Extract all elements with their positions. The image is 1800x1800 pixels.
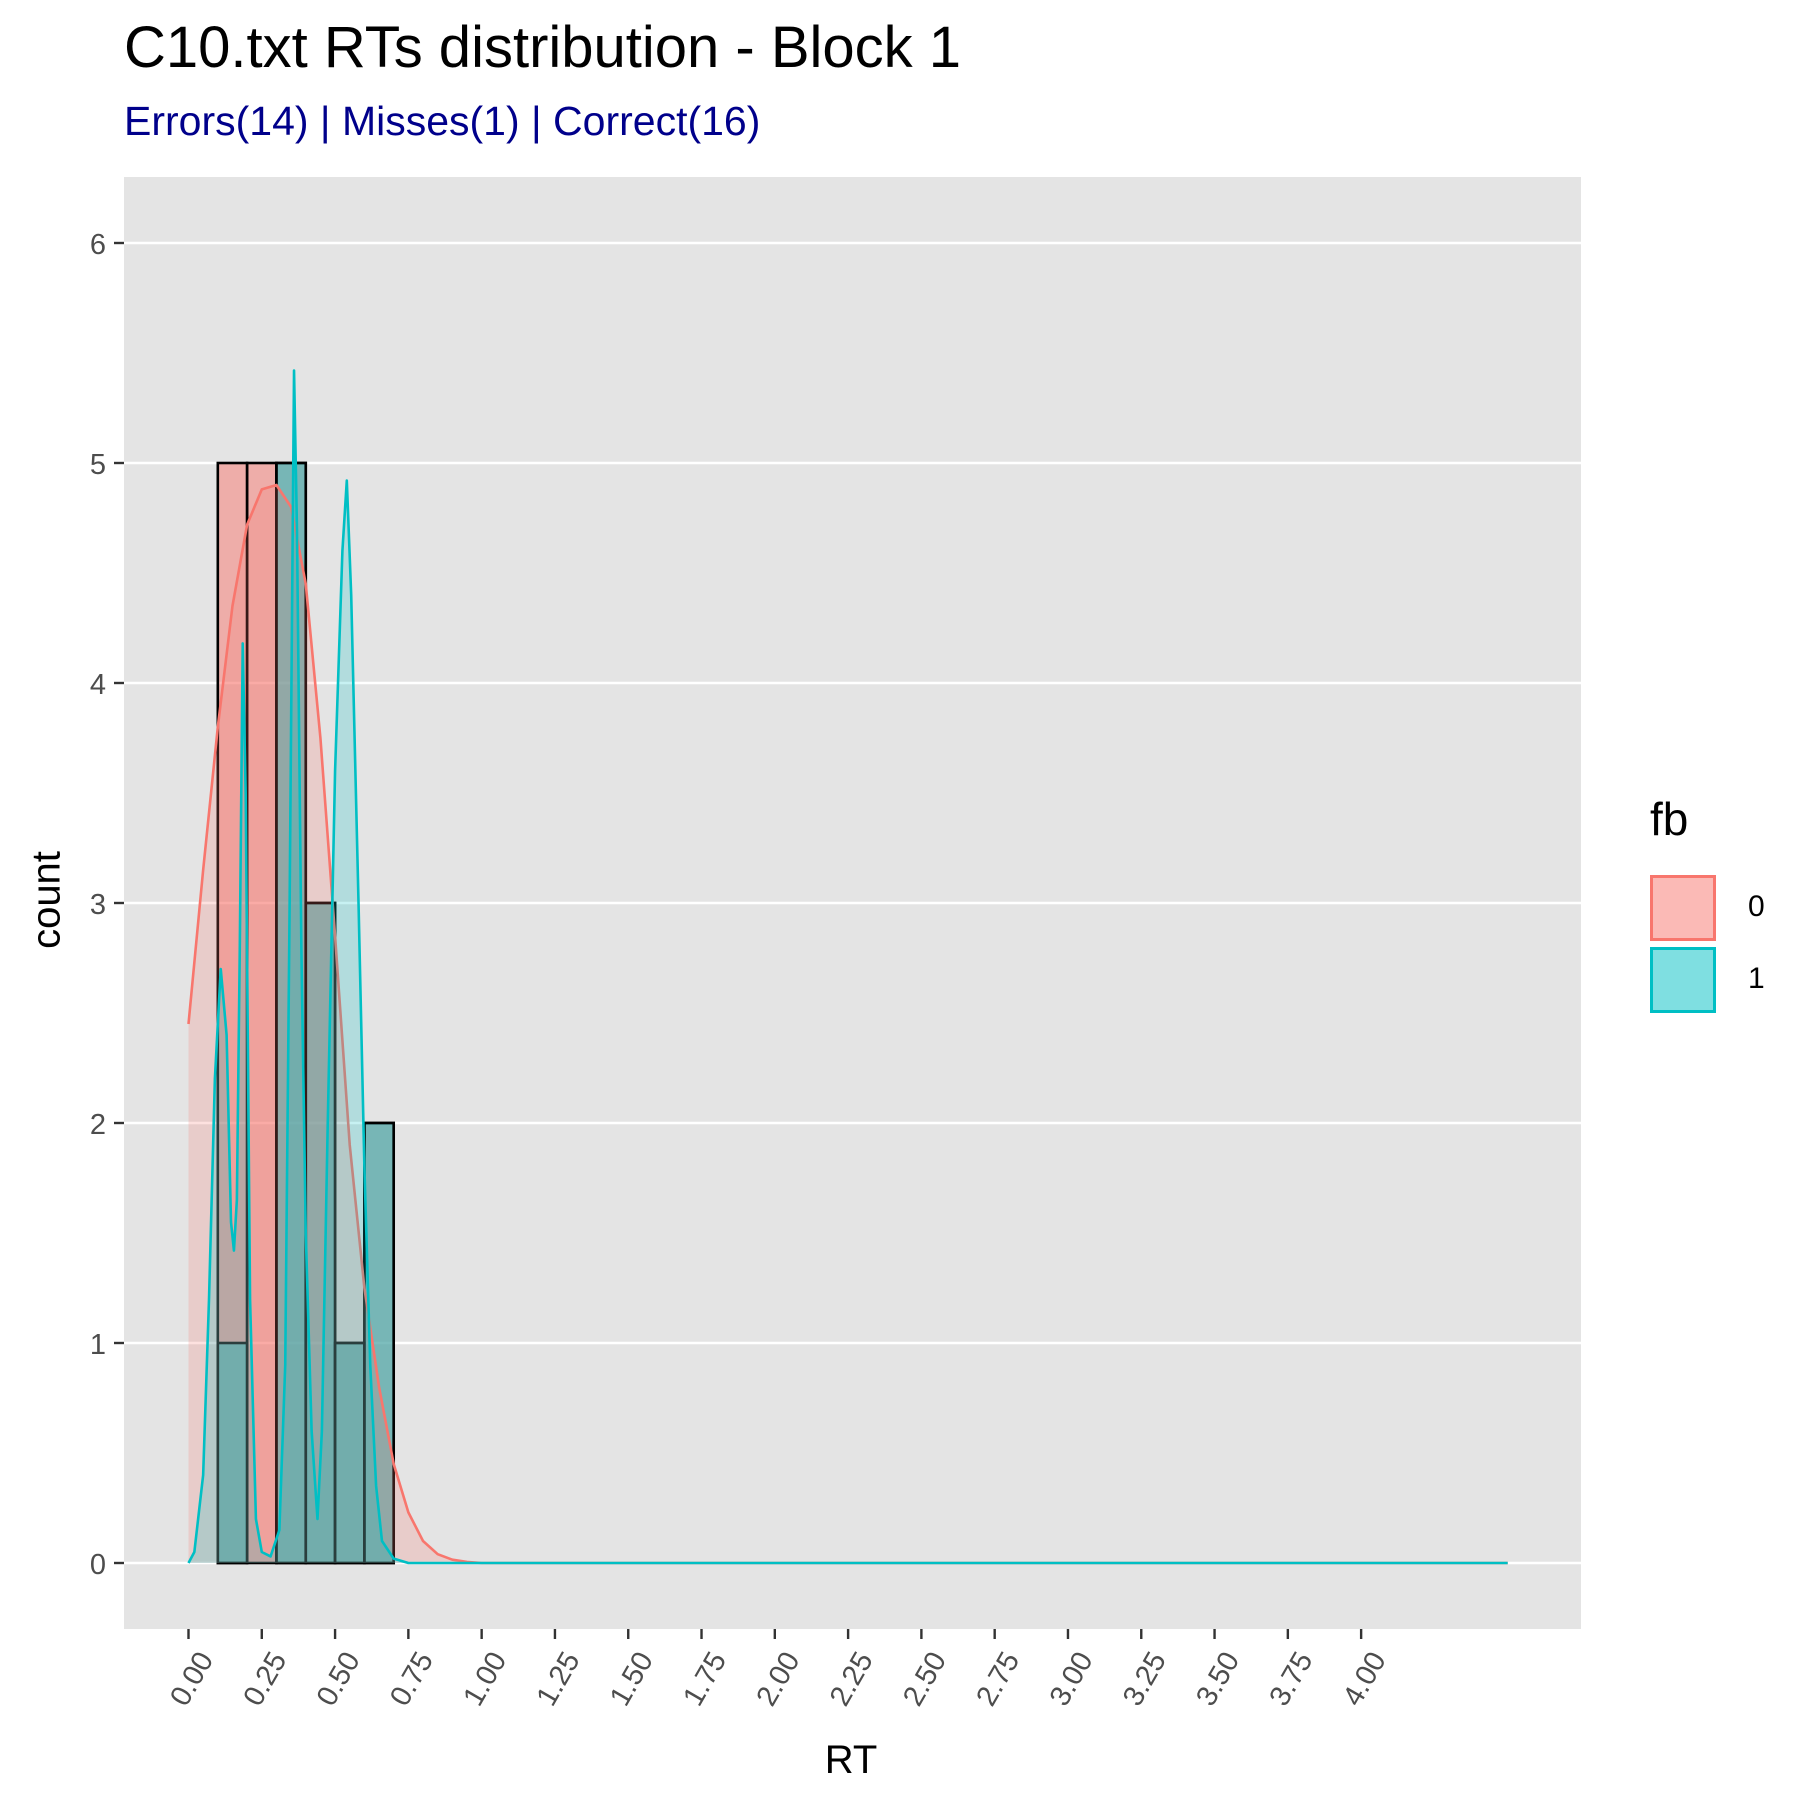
y-axis-label: count [24,851,69,949]
x-axis: 0.00 0.25 0.50 0.75 1.00 1.25 1.50 1.75 2.00 2.25… [164,1629,1393,1712]
x-axis-label: RT [824,1738,878,1782]
legend-label-1: 1 [1748,962,1765,995]
density-line [187,483,1508,1565]
y-tick-label: 0 [90,1549,106,1581]
y-tick-label: 4 [90,669,106,701]
x-tick-label: 2.75 [970,1647,1026,1712]
histogram-bar [333,1341,366,1565]
x-tick-label: 3.50 [1190,1647,1246,1712]
x-tick-label: 3.25 [1117,1647,1173,1712]
legend-swatch-0 [1650,875,1716,941]
x-tick-label: 4.00 [1337,1647,1393,1712]
legend-key-0 [1650,875,1716,941]
x-tick-label: 3.00 [1044,1647,1100,1712]
density-curve-fb-1 [187,369,1508,1565]
x-tick-label: 2.50 [897,1647,953,1712]
histogram-bar [216,1341,249,1565]
legend-key-1 [1650,947,1716,1013]
legend-label-0: 0 [1748,890,1765,923]
x-tick-label: 1.75 [677,1647,733,1712]
y-tick-label: 3 [90,889,106,921]
histogram-bar [275,461,308,1565]
x-tick-label: 1.25 [531,1647,587,1712]
y-tick-label: 1 [90,1329,106,1361]
x-tick-label: 0.75 [384,1647,440,1712]
x-tick-label: 3.75 [1264,1647,1320,1712]
legend-swatch-1 [1650,947,1716,1013]
chart-subtitle: Errors(14) | Misses(1) | Correct(16) [124,98,761,144]
y-tick-label: 2 [90,1109,106,1141]
x-tick-label: 2.25 [824,1647,880,1712]
chart-title: C10.txt RTs distribution - Block 1 [124,15,962,80]
y-axis: 0 1 2 3 4 5 6 [90,229,124,1581]
x-tick-label: 0.25 [237,1647,293,1712]
y-tick-label: 6 [90,229,106,261]
x-tick-label: 2.00 [751,1647,807,1712]
x-tick-label: 0.50 [311,1647,367,1712]
x-tick-label: 0.00 [164,1647,220,1712]
y-tick-label: 5 [90,449,106,481]
x-tick-label: 1.00 [457,1647,513,1712]
density-line [187,369,1508,1565]
legend-title: fb [1650,793,1689,845]
x-tick-label: 1.50 [604,1647,660,1712]
